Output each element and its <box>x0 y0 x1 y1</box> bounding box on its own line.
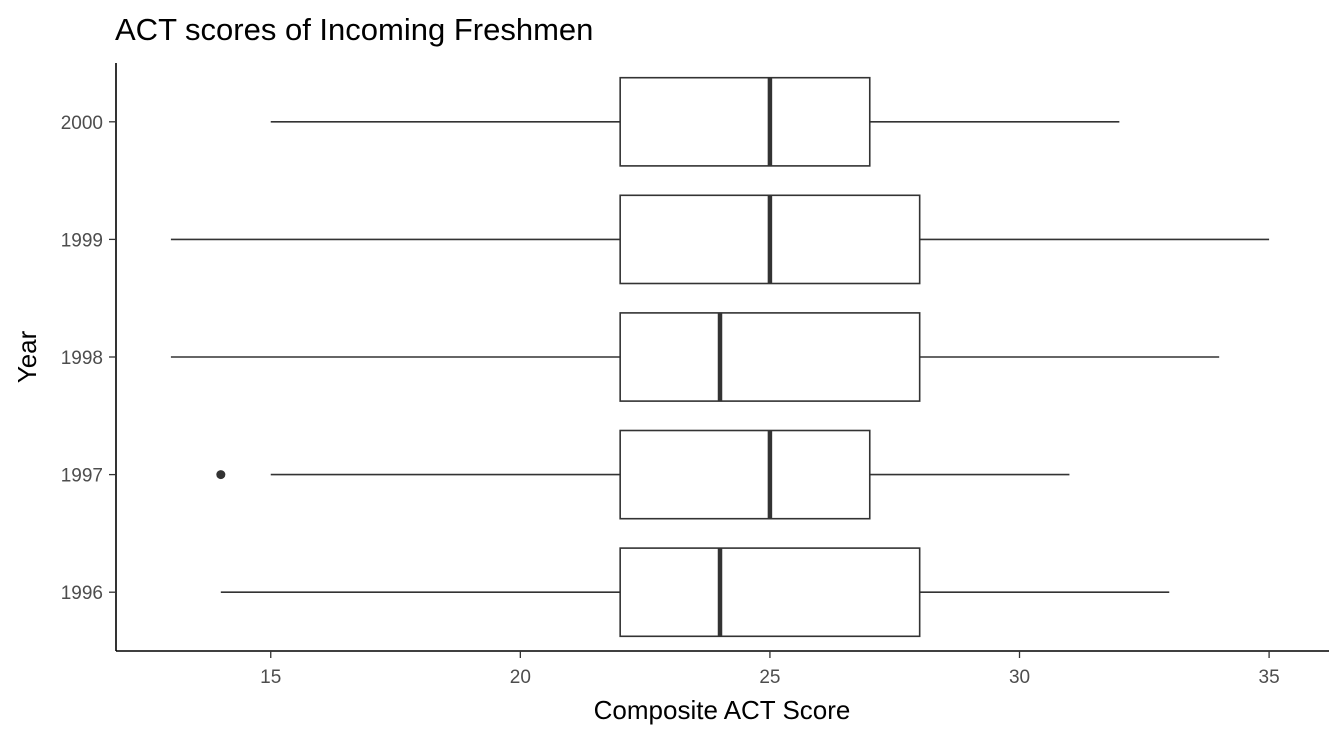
plot-area <box>170 76 1270 638</box>
iqr-box-2000 <box>619 76 871 167</box>
box-1996 <box>220 547 1170 638</box>
x-tick-label-15: 15 <box>260 667 281 688</box>
box-1999 <box>170 194 1270 285</box>
x-tick-label-25: 25 <box>759 667 780 688</box>
y-tick-label-1997: 1997 <box>61 466 103 487</box>
outlier-point-1997-0 <box>216 470 226 480</box>
box-1997 <box>216 429 1070 520</box>
x-axis-ticks: 15 20 25 30 35 <box>260 651 1280 688</box>
y-axis-title: Year <box>12 330 42 383</box>
chart-title: ACT scores of Incoming Freshmen <box>115 12 593 47</box>
y-tick-label-1998: 1998 <box>61 348 103 369</box>
y-axis-ticks: 1996 1997 1998 1999 2000 <box>61 113 116 604</box>
x-tick-label-20: 20 <box>510 667 531 688</box>
y-tick-label-2000: 2000 <box>61 113 103 134</box>
iqr-box-1998 <box>619 312 921 402</box>
y-tick-label-1999: 1999 <box>61 230 103 251</box>
x-axis-title: Composite ACT Score <box>594 695 851 725</box>
x-tick-label-35: 35 <box>1259 667 1280 688</box>
box-1998 <box>170 312 1220 402</box>
box-2000 <box>270 76 1120 167</box>
iqr-box-1996 <box>619 547 921 638</box>
iqr-box-1997 <box>619 429 871 520</box>
y-tick-label-1996: 1996 <box>61 583 103 604</box>
x-tick-label-30: 30 <box>1009 667 1030 688</box>
